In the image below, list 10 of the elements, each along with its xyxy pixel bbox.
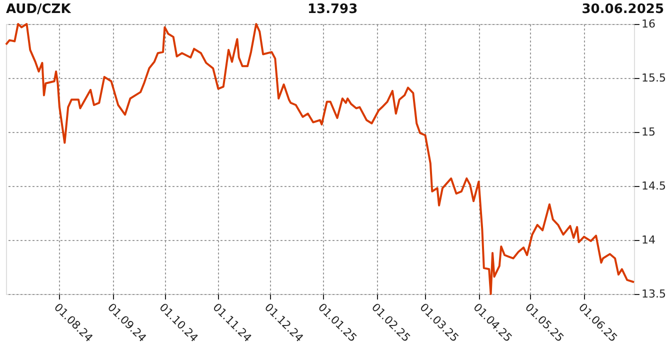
y-tick-label: 14.5 bbox=[642, 180, 666, 192]
text: 30.06.2025 bbox=[582, 2, 664, 17]
y-tick-label: 15.5 bbox=[642, 72, 666, 84]
line-series bbox=[5, 23, 635, 295]
y-tick-label: 14 bbox=[642, 234, 656, 246]
text: 13.793 bbox=[307, 2, 358, 17]
y-tick-label: 13.5 bbox=[642, 288, 666, 300]
chart-title: AUD/CZK bbox=[6, 2, 72, 17]
y-tick-label: 15 bbox=[642, 126, 656, 138]
y-tick-label: 16 bbox=[642, 18, 656, 30]
